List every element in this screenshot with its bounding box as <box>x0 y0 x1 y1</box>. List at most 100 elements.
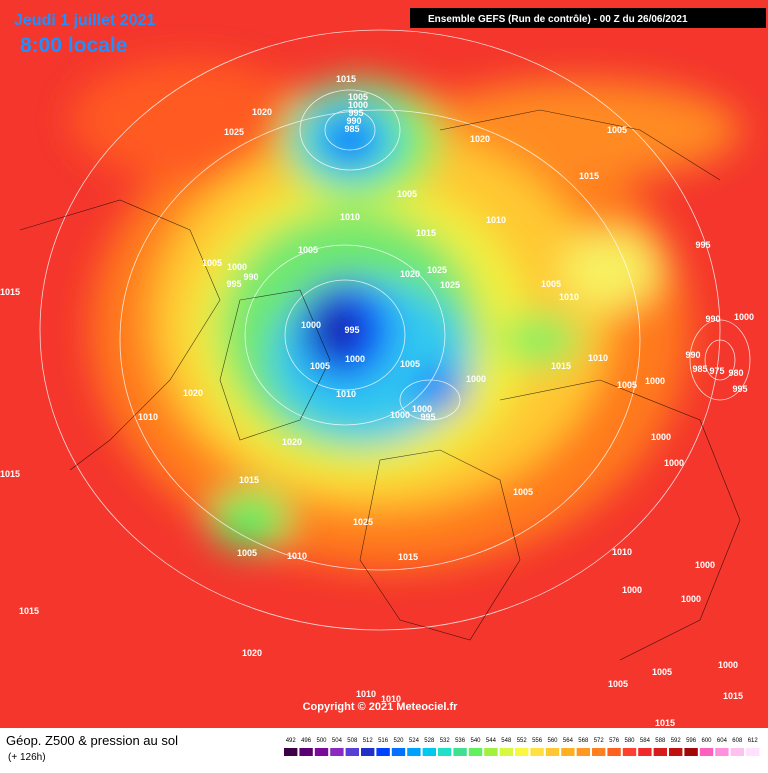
isobar-label: 1015 <box>416 228 436 238</box>
colorbar-label: 580 <box>624 738 635 744</box>
isobar-label: 985 <box>344 124 359 134</box>
colorbar-label: 496 <box>301 738 312 744</box>
colorbar-swatch <box>515 748 529 756</box>
isobar-label: 1000 <box>345 354 365 364</box>
isobar-label: 1000 <box>651 432 671 442</box>
isobar-label: 1005 <box>348 92 368 102</box>
isobar-label: 1010 <box>381 694 401 704</box>
copyright: Copyright © 2021 Meteociel.fr <box>303 701 459 713</box>
colorbar-swatch <box>592 748 606 756</box>
isobar-label: 1000 <box>681 594 701 604</box>
isobar-label: 1015 <box>19 606 39 616</box>
isobar-label: 995 <box>732 384 747 394</box>
isobar-label: 975 <box>709 366 724 376</box>
colorbar: 492 496 500 504 508 512 516 520 524 528 532 536 540 5… <box>284 738 760 756</box>
isobar-label: 1005 <box>237 548 257 558</box>
colorbar-label: 528 <box>424 738 435 744</box>
isobar-label: 1015 <box>0 287 20 297</box>
isobar-label: 990 <box>705 314 720 324</box>
colorbar-label: 572 <box>594 738 605 744</box>
isobar-label: 1015 <box>336 74 356 84</box>
isobar-label: 1025 <box>353 517 373 527</box>
isobar-label: 1020 <box>183 388 203 398</box>
isobar-label: 1005 <box>607 125 627 135</box>
colorbar-label: 584 <box>640 738 651 744</box>
isobar-label: 1015 <box>579 171 599 181</box>
time-label: 8:00 locale <box>20 34 127 57</box>
colorbar-swatch <box>730 748 744 756</box>
isobar-label: 1005 <box>541 279 561 289</box>
isobar-label: 1010 <box>612 547 632 557</box>
colorbar-swatch <box>561 748 575 756</box>
isobar-label: 995 <box>420 412 435 422</box>
isobar-label: 1005 <box>310 361 330 371</box>
colorbar-label: 564 <box>563 738 574 744</box>
run-box <box>410 8 766 28</box>
isobar-label: 1025 <box>440 280 460 290</box>
isobar-label: 995 <box>695 240 710 250</box>
colorbar-swatch <box>622 748 637 756</box>
isobar-label: 1005 <box>608 679 628 689</box>
colorbar-label: 540 <box>470 738 481 744</box>
colorbar-label: 536 <box>455 738 466 744</box>
isobar-label: 985 <box>692 364 707 374</box>
isobar-label: 1010 <box>336 389 356 399</box>
isobar-label: 1010 <box>486 215 506 225</box>
coastlines <box>19 109 741 661</box>
footer-title: Géop. Z500 & pression au sol <box>6 733 178 748</box>
colorbar-swatch <box>314 748 329 756</box>
isobar-label: 1010 <box>138 412 158 422</box>
colorbar-swatch <box>345 748 359 756</box>
colorbar-swatch <box>607 748 621 756</box>
colorbar-label: 608 <box>732 738 743 744</box>
isobar-label: 1000 <box>412 404 432 414</box>
colorbar-swatch <box>407 748 421 756</box>
isobar-label: 1015 <box>398 552 418 562</box>
colorbar-label: 568 <box>578 738 589 744</box>
colorbar-swatch <box>330 748 344 756</box>
isobar-label: 1015 <box>723 691 743 701</box>
isobar-label: 1010 <box>340 212 360 222</box>
isobar-label: 1020 <box>282 437 302 447</box>
colorbar-label: 600 <box>701 738 712 744</box>
colorbar-label: 504 <box>332 738 343 744</box>
colorbar-swatch <box>284 748 298 756</box>
isobar-label: 1015 <box>551 361 571 371</box>
colorbar-label: 556 <box>532 738 543 744</box>
colorbar-label: 516 <box>378 738 389 744</box>
isobar-label: 1005 <box>513 487 533 497</box>
isobar-label: 1025 <box>427 265 447 275</box>
colorbar-swatch <box>715 748 729 756</box>
colorbar-swatch <box>576 748 590 756</box>
colorbar-swatch <box>299 748 313 756</box>
colorbar-swatch <box>699 748 714 756</box>
colorbar-label: 596 <box>686 738 697 744</box>
isobar-label: 1000 <box>227 262 247 272</box>
isobar-label: 1000 <box>466 374 486 384</box>
isobar-label: 1000 <box>301 320 321 330</box>
colorbar-swatch <box>499 748 513 756</box>
colorbar-swatch <box>669 748 683 756</box>
isobar-labels: 1015100510009959909851020102510201005101… <box>0 74 754 728</box>
isobar-label: 1010 <box>588 353 608 363</box>
colorbar-swatch <box>438 748 452 756</box>
colorbar-label: 512 <box>363 738 374 744</box>
colorbar-label: 592 <box>671 738 682 744</box>
isobar-label: 1005 <box>400 359 420 369</box>
colorbar-swatch <box>653 748 667 756</box>
colorbar-swatch <box>468 748 483 756</box>
isobar-label: 1000 <box>645 376 665 386</box>
isobar-label: 1000 <box>390 410 410 420</box>
colorbar-swatch <box>391 748 406 756</box>
colorbar-swatch <box>638 748 652 756</box>
colorbar-swatch <box>453 748 467 756</box>
isobar-label: 1000 <box>695 560 715 570</box>
isobar-label: 995 <box>344 325 359 335</box>
colorbar-label: 544 <box>486 738 497 744</box>
colorbar-label: 552 <box>517 738 528 744</box>
date-label: Jeudi 1 juillet 2021 <box>14 12 156 29</box>
colorbar-label: 576 <box>609 738 620 744</box>
colorbar-label: 532 <box>440 738 451 744</box>
